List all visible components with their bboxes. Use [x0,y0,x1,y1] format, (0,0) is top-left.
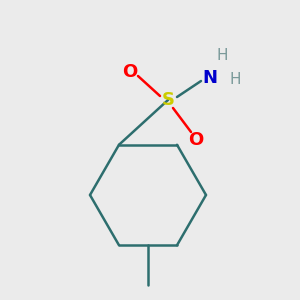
Text: H: H [229,73,241,88]
Text: N: N [202,69,217,87]
Text: O: O [188,131,204,149]
Text: S: S [161,91,175,109]
Text: O: O [122,63,138,81]
Text: H: H [216,49,228,64]
